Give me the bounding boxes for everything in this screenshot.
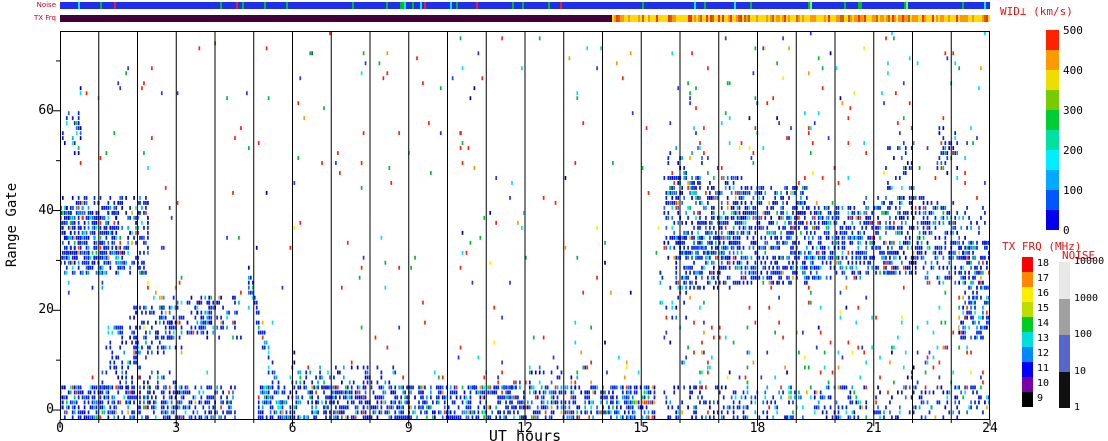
x-tick-label: 6 (288, 421, 297, 436)
txfrq-colorbar-title: TX FRQ (MHz) (1002, 240, 1082, 253)
wid-colorbar-segment (1046, 110, 1059, 130)
noise-colorbar-tick-label: 10 (1074, 365, 1087, 377)
wid-colorbar (1046, 30, 1059, 230)
wid-colorbar-tick-label: 500 (1063, 24, 1083, 37)
x-tick-label: 9 (404, 421, 413, 436)
y-tick-label: 40 (38, 202, 54, 218)
txfrq-colorbar-tick-label: 16 (1037, 288, 1050, 299)
noise-colorbar-tick-label: 1000 (1074, 292, 1099, 304)
txfrq-colorbar-tick-label: 11 (1037, 363, 1050, 374)
txfrq-colorbar-segment (1022, 362, 1033, 377)
y-tick-label: 0 (46, 402, 54, 418)
noise-colorbar-title: NOISE (1062, 249, 1096, 262)
wid-colorbar-tick-label: 300 (1063, 104, 1083, 117)
txfrq-colorbar-segment (1022, 377, 1033, 392)
wid-colorbar-segment (1046, 210, 1059, 230)
wid-colorbar-segment (1046, 190, 1059, 210)
noise-strip-canvas (60, 2, 990, 9)
txfrq-colorbar-tick-label: 14 (1037, 318, 1050, 329)
x-tick-label: 24 (982, 421, 998, 436)
y-tick-label: 60 (38, 102, 54, 118)
noise-colorbar-tick-label: 1 (1074, 402, 1081, 413)
noise-colorbar-segment (1059, 262, 1070, 299)
wid-colorbar-title: WID⊥ (km/s) (1000, 5, 1073, 18)
x-tick-label: 15 (633, 421, 650, 436)
txfrq-colorbar (1022, 257, 1033, 407)
x-tick-label: 3 (172, 421, 181, 436)
x-tick-label: 0 (56, 421, 64, 436)
wid-colorbar-segment (1046, 130, 1059, 150)
wid-colorbar-tick-label: 100 (1063, 184, 1083, 197)
wid-colorbar-segment (1046, 90, 1059, 110)
txfrq-colorbar-segment (1022, 392, 1033, 407)
y-axis-title: Range Gate (4, 182, 20, 268)
wid-colorbar-segment (1046, 170, 1059, 190)
txfrq-colorbar-tick-label: 10 (1037, 378, 1050, 389)
txfrq-colorbar-tick-label: 13 (1037, 333, 1050, 344)
txfrq-colorbar-segment (1022, 272, 1033, 287)
main-plot-canvas (48, 29, 996, 428)
x-tick-label: 18 (749, 421, 766, 436)
txfrq-colorbar-tick-label: 17 (1037, 273, 1050, 284)
noise-colorbar-tick-label: 100 (1074, 329, 1093, 340)
txfrq-strip-label: TX Frq (33, 14, 56, 22)
txfrq-colorbar-segment (1022, 332, 1033, 347)
noise-colorbar-segment (1059, 335, 1070, 372)
wid-colorbar-segment (1046, 70, 1059, 90)
txfrq-colorbar-tick-label: 12 (1037, 348, 1050, 359)
wid-colorbar-segment (1046, 150, 1059, 170)
wid-colorbar-tick-label: 200 (1063, 144, 1083, 157)
txfrq-colorbar-segment (1022, 317, 1033, 332)
wid-colorbar-segment (1046, 30, 1059, 50)
noise-colorbar-segment (1059, 298, 1070, 335)
wid-colorbar-tick-label: 400 (1063, 64, 1083, 77)
txfrq-colorbar-tick-label: 18 (1037, 258, 1050, 269)
txfrq-colorbar-segment (1022, 302, 1033, 317)
txfrq-colorbar-tick-label: 9 (1037, 393, 1044, 404)
noise-colorbar-segment (1059, 371, 1070, 408)
txfrq-colorbar-segment (1022, 287, 1033, 302)
x-tick-label: 12 (517, 421, 533, 436)
noise-strip-label: Noise (36, 1, 56, 9)
txfrq-colorbar-segment (1022, 347, 1033, 362)
wid-colorbar-tick-label: 0 (1063, 224, 1070, 237)
txfrq-colorbar-segment (1022, 257, 1033, 272)
noise-colorbar (1059, 262, 1070, 408)
y-tick-label: 20 (38, 302, 54, 318)
wid-colorbar-segment (1046, 50, 1059, 70)
x-axis-title: UT hours (488, 427, 562, 441)
txfrq-strip-canvas (60, 15, 990, 22)
noise-colorbar-tick-label: 10000 (1074, 256, 1105, 267)
txfrq-colorbar-tick-label: 15 (1037, 303, 1050, 314)
x-tick-label: 21 (865, 421, 882, 436)
